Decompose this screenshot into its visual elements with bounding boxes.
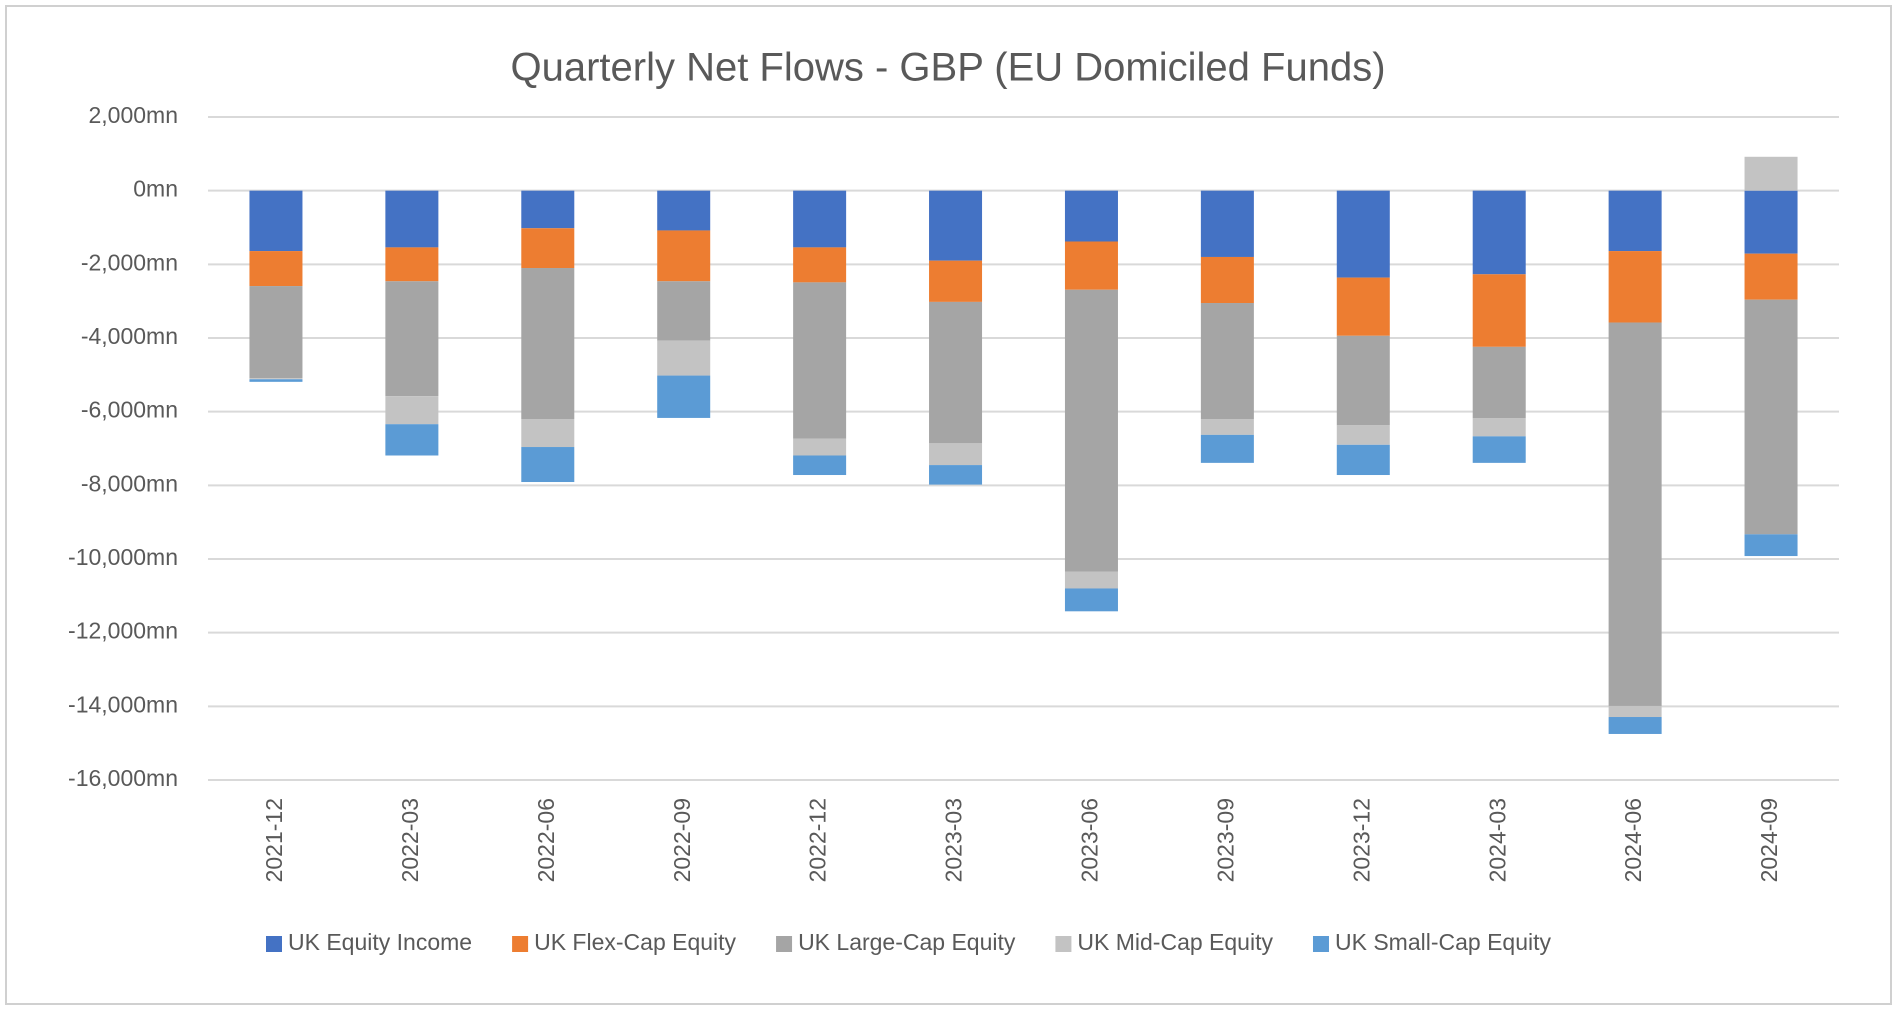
x-tick-label: 2021-12 — [261, 798, 287, 882]
bar-segment — [793, 455, 847, 476]
bar-segment — [521, 268, 575, 420]
legend-label: UK Mid-Cap Equity — [1077, 929, 1273, 955]
bar-segment — [1336, 277, 1390, 336]
y-tick-label: -10,000mn — [68, 544, 178, 570]
bar-segment — [521, 447, 575, 483]
legend-swatch — [1312, 936, 1329, 952]
bar-segment — [1200, 303, 1254, 420]
bar-segment — [1336, 335, 1390, 426]
bar-segment — [1608, 251, 1662, 323]
bar-segment — [1472, 418, 1526, 437]
bar-segment — [385, 247, 439, 282]
bar-segment — [793, 282, 847, 439]
x-tick-label: 2023-06 — [1077, 798, 1103, 882]
legend-label: UK Large-Cap Equity — [798, 929, 1016, 955]
bar-segment — [793, 247, 847, 283]
y-tick-label: -16,000mn — [68, 765, 178, 791]
bar-segment — [1608, 322, 1662, 706]
bar-segment — [1744, 156, 1798, 191]
legend-swatch — [512, 936, 529, 952]
bar-segment — [1608, 705, 1662, 718]
y-tick-label: -4,000mn — [81, 323, 178, 349]
bar-segment — [657, 375, 711, 418]
bar-segment — [249, 190, 303, 252]
bar-segment — [1744, 534, 1798, 557]
y-tick-label: 0mn — [133, 176, 178, 202]
bar-segment — [929, 443, 983, 466]
bar-segment — [385, 424, 439, 456]
bar-segment — [521, 190, 575, 229]
x-tick-label: 2024-09 — [1756, 798, 1782, 882]
bar-segment — [1608, 717, 1662, 734]
bar-segment — [1200, 256, 1254, 304]
y-tick-label: -12,000mn — [68, 618, 178, 644]
bar-segment — [1472, 274, 1526, 347]
bar-segment — [521, 228, 575, 269]
bar-segment — [929, 465, 983, 485]
bar-segment — [1200, 190, 1254, 257]
bar-segment — [1200, 419, 1254, 435]
bar-segment — [793, 438, 847, 456]
bar-segment — [385, 190, 439, 248]
bar-segment — [1336, 444, 1390, 476]
bar-segment — [657, 340, 711, 376]
bar-segment — [249, 286, 303, 379]
bar-segment — [521, 419, 575, 448]
bar-segment — [1336, 190, 1390, 278]
x-tick-label: 2024-06 — [1620, 798, 1646, 882]
bar-segment — [1200, 434, 1254, 463]
y-tick-label: -14,000mn — [68, 691, 178, 717]
bar-segment — [1064, 190, 1118, 242]
bar-segment — [657, 190, 711, 231]
bar-segment — [1472, 436, 1526, 463]
x-tick-label: 2022-06 — [533, 798, 559, 882]
legend-swatch — [1055, 936, 1072, 952]
legend-label: UK Equity Income — [288, 929, 472, 955]
bar-segment — [657, 230, 711, 282]
bar-segment — [929, 301, 983, 444]
bar-segment — [249, 251, 303, 287]
bar-segment — [249, 379, 303, 382]
bar-segment — [1744, 253, 1798, 300]
bar-segment — [1064, 241, 1118, 290]
chart-border — [5, 5, 1892, 1005]
x-tick-label: 2022-09 — [669, 798, 695, 882]
bar-segment — [249, 378, 303, 380]
y-tick-label: -6,000mn — [81, 397, 178, 423]
x-tick-label: 2023-09 — [1212, 798, 1238, 882]
bar-segment — [385, 281, 439, 397]
bar-segment — [1608, 190, 1662, 252]
x-tick-label: 2024-03 — [1484, 798, 1510, 882]
legend-swatch — [266, 936, 282, 952]
y-tick-label: -8,000mn — [81, 470, 178, 496]
legend-label: UK Flex-Cap Equity — [534, 929, 736, 955]
bar-segment — [1472, 190, 1526, 275]
bar-segment — [929, 260, 983, 302]
bar-segment — [1744, 299, 1798, 535]
bar-segment — [1336, 425, 1390, 445]
chart-title: Quarterly Net Flows - GBP (EU Domiciled … — [510, 46, 1385, 90]
bar-segment — [385, 396, 439, 425]
bar-segment — [657, 281, 711, 341]
bar-segment — [1064, 571, 1118, 589]
bar-segment — [1064, 289, 1118, 572]
bar-segment — [793, 190, 847, 248]
bar-segment — [929, 190, 983, 261]
legend-swatch — [776, 936, 793, 952]
x-tick-label: 2023-03 — [941, 798, 967, 882]
y-tick-label: 2,000mn — [88, 102, 178, 128]
bar-segment — [1744, 190, 1798, 254]
x-tick-label: 2022-03 — [397, 798, 423, 882]
legend-label: UK Small-Cap Equity — [1335, 929, 1552, 955]
y-tick-label: -2,000mn — [81, 249, 178, 275]
x-tick-label: 2023-12 — [1348, 798, 1374, 882]
bar-segment — [1064, 588, 1118, 612]
bar-segment — [1472, 346, 1526, 419]
x-tick-label: 2022-12 — [805, 798, 831, 882]
